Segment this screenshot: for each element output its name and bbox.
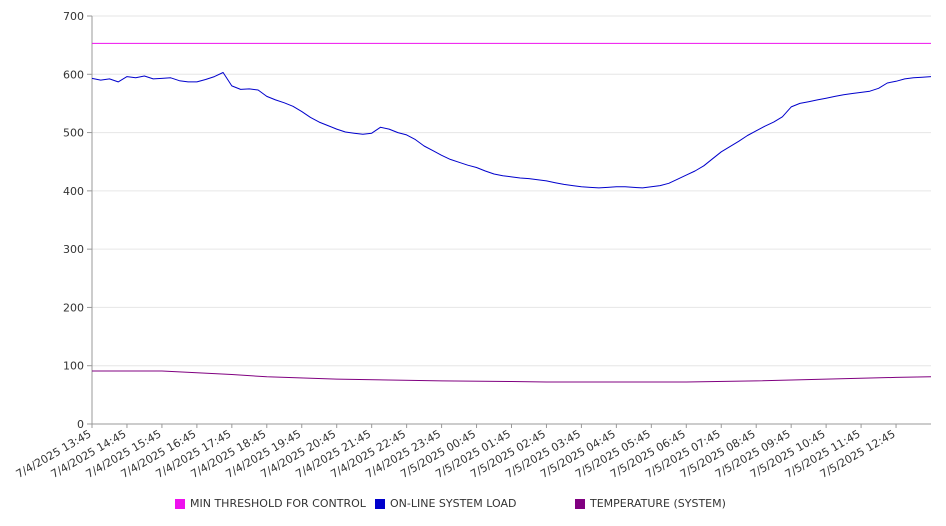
y-tick-label: 400 (63, 185, 84, 198)
y-tick-label: 100 (63, 360, 84, 373)
y-tick-label: 600 (63, 68, 84, 81)
legend-swatch (575, 498, 585, 509)
y-tick-labels: 0 100 200 300 400 500 600 700 (63, 10, 84, 431)
legend-label: TEMPERATURE (SYSTEM) (590, 497, 726, 510)
gridlines (92, 15, 931, 367)
x-tick-labels: 7/4/2025 13:457/4/2025 14:457/4/2025 15:… (14, 427, 898, 481)
legend: MIN THRESHOLD FOR CONTROL ON-LINE SYSTEM… (0, 497, 946, 517)
legend-label: MIN THRESHOLD FOR CONTROL (190, 497, 366, 510)
y-tick-label: 200 (63, 301, 84, 314)
series-temperature-line (92, 370, 932, 383)
y-tick-label: 500 (63, 127, 84, 140)
series-system-load-line (91, 72, 932, 189)
legend-item-system-load[interactable]: ON-LINE SYSTEM LOAD (375, 497, 516, 510)
y-tick-label: 700 (63, 10, 84, 23)
legend-swatch (375, 498, 385, 509)
legend-swatch (175, 498, 185, 509)
y-tick-label: 0 (77, 418, 84, 431)
legend-item-min-threshold[interactable]: MIN THRESHOLD FOR CONTROL (175, 497, 366, 510)
y-tick-label: 300 (63, 243, 84, 256)
axes (87, 15, 931, 428)
legend-item-temperature[interactable]: TEMPERATURE (SYSTEM) (575, 497, 726, 510)
legend-label: ON-LINE SYSTEM LOAD (390, 497, 517, 510)
series-lines (91, 42, 932, 383)
